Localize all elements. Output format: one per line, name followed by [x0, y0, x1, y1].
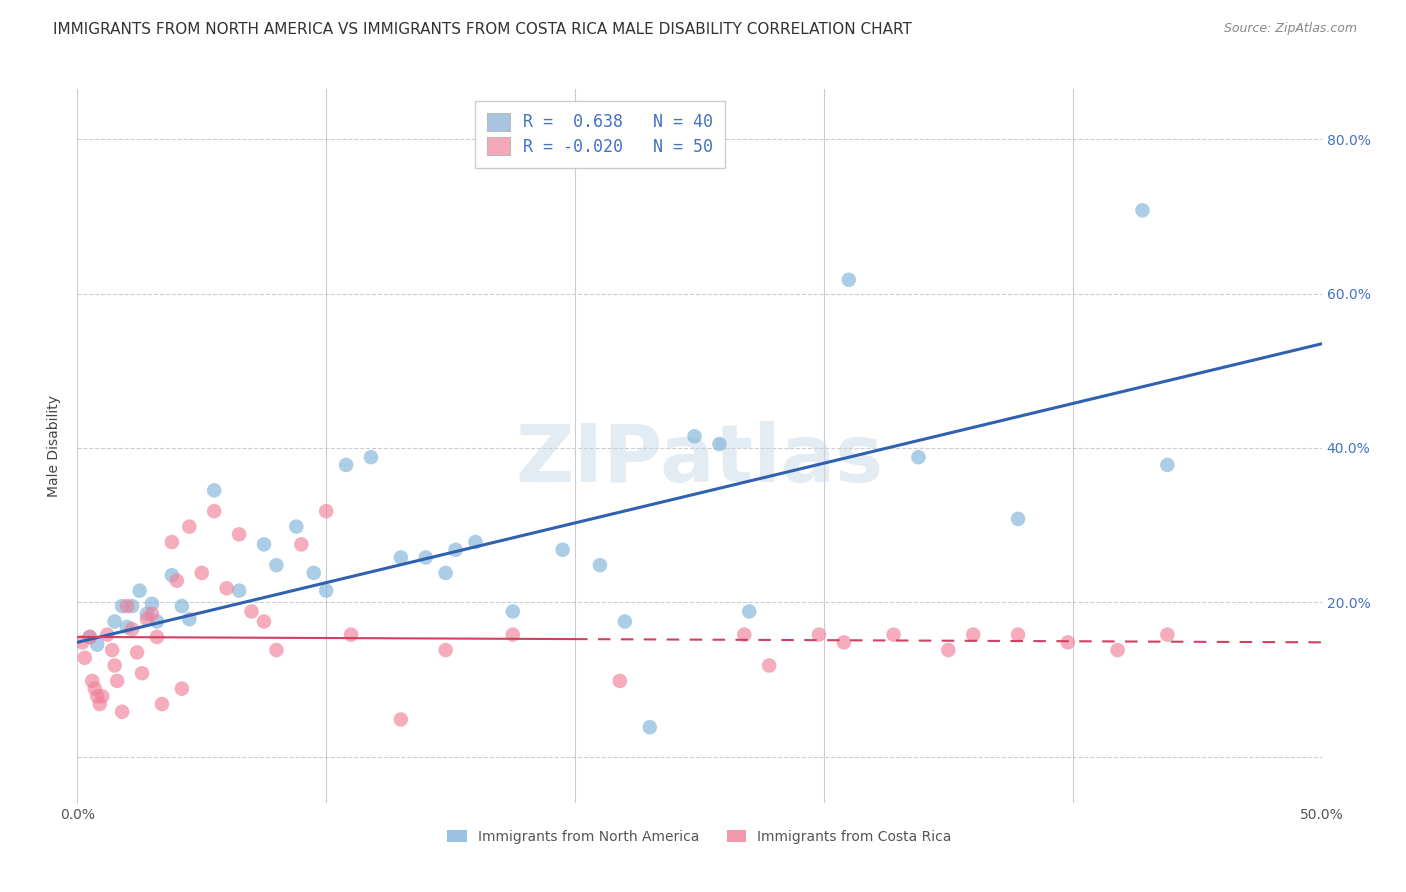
Point	[72, 635, 94, 649]
Point	[202, 504, 225, 518]
Point	[335, 458, 357, 472]
Point	[883, 627, 905, 641]
Point	[104, 615, 127, 629]
Point	[79, 630, 101, 644]
Point	[150, 697, 173, 711]
Point	[125, 645, 148, 659]
Point	[240, 605, 263, 619]
Point	[838, 273, 860, 287]
Point	[215, 582, 238, 596]
Point	[86, 690, 108, 704]
Point	[104, 658, 127, 673]
Point	[91, 690, 114, 704]
Point	[115, 599, 138, 613]
Point	[302, 566, 325, 580]
Point	[160, 535, 183, 549]
Point	[228, 583, 250, 598]
Point	[128, 583, 150, 598]
Point	[415, 550, 437, 565]
Point	[609, 673, 631, 688]
Point	[111, 705, 134, 719]
Point	[589, 558, 612, 573]
Point	[315, 504, 337, 518]
Point	[96, 627, 118, 641]
Point	[83, 681, 105, 696]
Point	[228, 527, 250, 541]
Point	[146, 630, 169, 644]
Point	[389, 550, 412, 565]
Point	[170, 599, 193, 613]
Point	[936, 643, 959, 657]
Point	[1156, 627, 1178, 641]
Point	[82, 673, 104, 688]
Point	[253, 615, 276, 629]
Point	[170, 681, 193, 696]
Point	[121, 599, 143, 613]
Point	[179, 612, 201, 626]
Point	[907, 450, 929, 465]
Text: Source: ZipAtlas.com: Source: ZipAtlas.com	[1223, 22, 1357, 36]
Point	[464, 535, 486, 549]
Point	[266, 643, 288, 657]
Point	[202, 483, 225, 498]
Point	[111, 599, 134, 613]
Point	[434, 566, 457, 580]
Point	[807, 627, 830, 641]
Text: ZIPatlas: ZIPatlas	[516, 421, 883, 500]
Point	[166, 574, 188, 588]
Point	[360, 450, 382, 465]
Point	[141, 607, 163, 621]
Point	[79, 630, 101, 644]
Point	[290, 537, 312, 551]
Point	[1156, 458, 1178, 472]
Point	[1132, 203, 1154, 218]
Point	[191, 566, 214, 580]
Point	[638, 720, 661, 734]
Point	[502, 627, 524, 641]
Point	[1056, 635, 1078, 649]
Point	[434, 643, 457, 657]
Point	[551, 542, 574, 557]
Point	[340, 627, 363, 641]
Point	[285, 519, 308, 533]
Point	[146, 615, 169, 629]
Point	[738, 605, 761, 619]
Point	[962, 627, 984, 641]
Point	[266, 558, 288, 573]
Point	[1007, 627, 1029, 641]
Point	[136, 607, 159, 621]
Point	[1007, 512, 1029, 526]
Point	[179, 519, 201, 533]
Point	[105, 673, 128, 688]
Point	[73, 650, 96, 665]
Point	[115, 620, 138, 634]
Point	[131, 666, 153, 681]
Point	[101, 643, 124, 657]
Point	[683, 429, 706, 443]
Point	[89, 697, 111, 711]
Y-axis label: Male Disability: Male Disability	[48, 395, 62, 497]
Legend: Immigrants from North America, Immigrants from Costa Rica: Immigrants from North America, Immigrant…	[441, 824, 957, 849]
Point	[733, 627, 755, 641]
Point	[832, 635, 855, 649]
Point	[121, 622, 143, 636]
Text: IMMIGRANTS FROM NORTH AMERICA VS IMMIGRANTS FROM COSTA RICA MALE DISABILITY CORR: IMMIGRANTS FROM NORTH AMERICA VS IMMIGRA…	[53, 22, 912, 37]
Point	[502, 605, 524, 619]
Point	[389, 713, 412, 727]
Point	[613, 615, 636, 629]
Point	[160, 568, 183, 582]
Point	[709, 437, 731, 451]
Point	[315, 583, 337, 598]
Point	[444, 542, 467, 557]
Point	[136, 612, 159, 626]
Point	[1107, 643, 1129, 657]
Point	[141, 597, 163, 611]
Point	[253, 537, 276, 551]
Point	[86, 638, 108, 652]
Point	[758, 658, 780, 673]
